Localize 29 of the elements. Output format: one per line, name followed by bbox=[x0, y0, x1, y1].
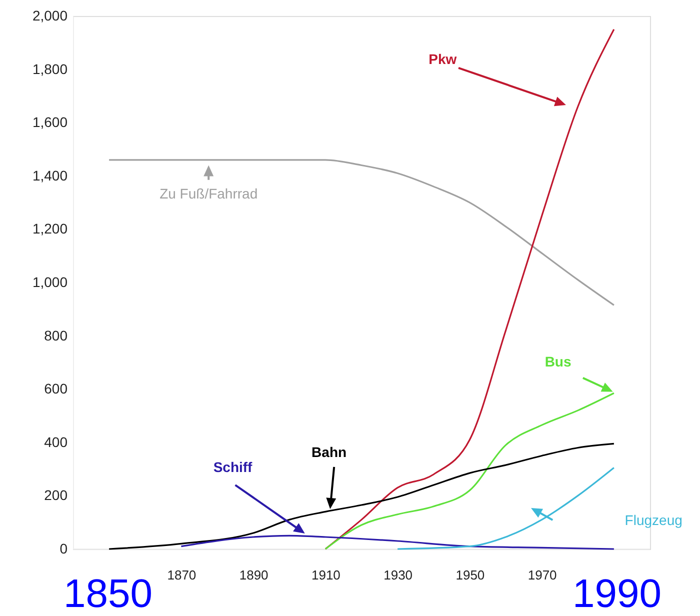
y-tick-label: 1,800 bbox=[32, 60, 68, 77]
y-tick-label: 200 bbox=[44, 487, 68, 504]
line-series bbox=[396, 466, 615, 550]
y-tick-label: 2,000 bbox=[32, 8, 68, 24]
line-series bbox=[108, 159, 615, 306]
text: 1990 bbox=[572, 572, 662, 616]
text: Bahn bbox=[312, 444, 347, 460]
text: Flugzeug bbox=[624, 512, 682, 528]
line-series bbox=[180, 534, 615, 550]
x-tick-label: 1870 bbox=[167, 568, 196, 582]
text: 1850 bbox=[64, 572, 152, 616]
x-tick-label: 1930 bbox=[384, 568, 413, 582]
line-series bbox=[108, 442, 615, 550]
y-tick-label: 1,400 bbox=[32, 167, 68, 184]
text: Bus bbox=[544, 353, 572, 370]
y-tick-label: 1,200 bbox=[32, 220, 68, 237]
y-tick-label: 600 bbox=[44, 380, 68, 397]
y-tick-label: 1,600 bbox=[32, 114, 68, 130]
x-tick-label: 1910 bbox=[311, 568, 340, 582]
y-tick-label: 400 bbox=[44, 434, 68, 450]
x-tick-label: 1890 bbox=[239, 568, 268, 582]
x-tick-label: 1950 bbox=[456, 568, 485, 582]
y-tick-label: 0 bbox=[60, 540, 68, 556]
text: Pkw bbox=[428, 50, 457, 67]
legend-label: Zu Fuß/Fahrrad bbox=[160, 186, 258, 202]
x-tick-label: 1970 bbox=[528, 568, 557, 582]
y-tick-label: 1,000 bbox=[32, 274, 68, 290]
text: Schiff bbox=[213, 458, 253, 475]
y-tick-label: 800 bbox=[44, 327, 68, 344]
